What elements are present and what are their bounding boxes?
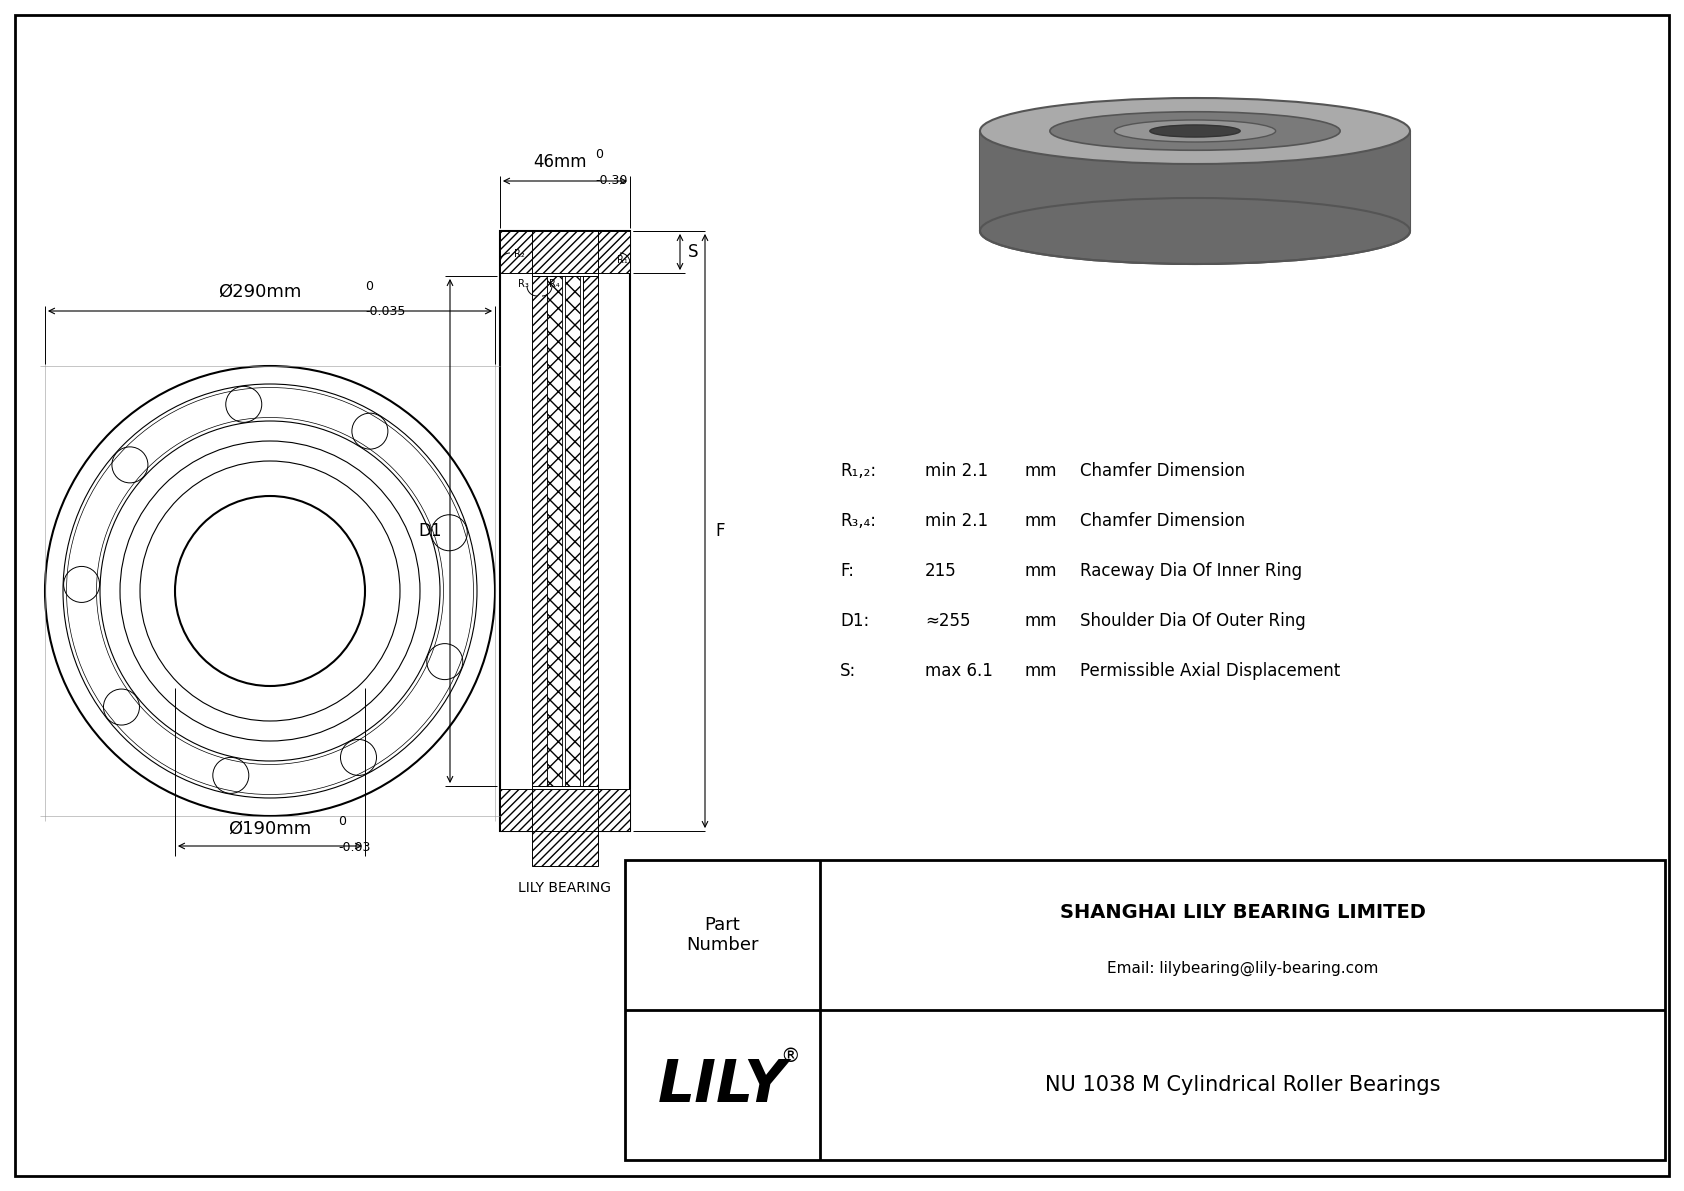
- Bar: [500, 231, 630, 831]
- Text: R₂: R₂: [514, 249, 525, 258]
- Ellipse shape: [1049, 112, 1340, 150]
- Text: Part
Number: Part Number: [687, 916, 759, 954]
- Text: mm: mm: [1026, 462, 1058, 480]
- Bar: [547, 276, 562, 786]
- Text: Raceway Dia Of Inner Ring: Raceway Dia Of Inner Ring: [1079, 562, 1302, 580]
- Text: Shoulder Dia Of Outer Ring: Shoulder Dia Of Outer Ring: [1079, 612, 1305, 630]
- Text: -0.03: -0.03: [338, 841, 370, 854]
- Text: Permissible Axial Displacement: Permissible Axial Displacement: [1079, 662, 1340, 680]
- Ellipse shape: [1115, 120, 1275, 142]
- Text: min 2.1: min 2.1: [925, 512, 989, 530]
- Text: -0.30: -0.30: [594, 174, 628, 187]
- Text: D1:: D1:: [840, 612, 869, 630]
- Text: 0: 0: [594, 148, 603, 161]
- Text: -0.035: -0.035: [365, 305, 406, 318]
- Text: R₄: R₄: [549, 279, 559, 289]
- Text: mm: mm: [1026, 512, 1058, 530]
- Text: 0: 0: [365, 280, 372, 293]
- Text: Chamfer Dimension: Chamfer Dimension: [1079, 512, 1244, 530]
- Text: R₃: R₃: [519, 279, 529, 289]
- Bar: [583, 276, 598, 786]
- Ellipse shape: [980, 198, 1410, 264]
- Bar: [500, 231, 630, 273]
- Text: mm: mm: [1026, 612, 1058, 630]
- Text: max 6.1: max 6.1: [925, 662, 994, 680]
- Text: F: F: [716, 522, 724, 540]
- Bar: [532, 831, 598, 866]
- Text: Ø290mm: Ø290mm: [219, 283, 301, 301]
- Text: Chamfer Dimension: Chamfer Dimension: [1079, 462, 1244, 480]
- Text: mm: mm: [1026, 562, 1058, 580]
- Text: 215: 215: [925, 562, 957, 580]
- Bar: [625, 860, 1665, 1160]
- Text: SHANGHAI LILY BEARING LIMITED: SHANGHAI LILY BEARING LIMITED: [1059, 903, 1425, 922]
- Text: F:: F:: [840, 562, 854, 580]
- FancyBboxPatch shape: [980, 131, 1410, 231]
- Text: NU 1038 M Cylindrical Roller Bearings: NU 1038 M Cylindrical Roller Bearings: [1044, 1075, 1440, 1095]
- Text: Ø190mm: Ø190mm: [229, 819, 312, 838]
- Text: ≈255: ≈255: [925, 612, 970, 630]
- Text: mm: mm: [1026, 662, 1058, 680]
- Text: 46mm: 46mm: [534, 152, 586, 172]
- Bar: [566, 276, 579, 786]
- Text: Email: lilybearing@lily-bearing.com: Email: lilybearing@lily-bearing.com: [1106, 960, 1378, 975]
- Text: R₃,₄:: R₃,₄:: [840, 512, 876, 530]
- Text: D1: D1: [419, 522, 441, 540]
- Text: min 2.1: min 2.1: [925, 462, 989, 480]
- Ellipse shape: [980, 98, 1410, 164]
- Text: LILY BEARING: LILY BEARING: [519, 881, 611, 894]
- Text: S: S: [689, 243, 699, 261]
- Text: LILY: LILY: [658, 1056, 786, 1114]
- Bar: [500, 788, 630, 831]
- Text: R₁: R₁: [618, 255, 628, 266]
- Text: S:: S:: [840, 662, 855, 680]
- Text: 0: 0: [338, 815, 345, 828]
- Text: ®: ®: [781, 1048, 800, 1066]
- Text: R₁,₂:: R₁,₂:: [840, 462, 876, 480]
- Ellipse shape: [1150, 125, 1239, 137]
- Bar: [532, 276, 547, 786]
